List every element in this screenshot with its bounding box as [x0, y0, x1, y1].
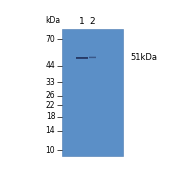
Bar	[76, 58, 88, 59]
Bar	[76, 58, 88, 59]
Text: 70: 70	[46, 35, 55, 44]
Bar	[89, 56, 96, 57]
Bar	[62, 28, 123, 156]
Bar	[76, 58, 88, 59]
Text: 44: 44	[46, 61, 55, 70]
Bar	[89, 58, 96, 59]
Text: kDa: kDa	[46, 16, 61, 25]
Bar	[76, 57, 88, 58]
Bar	[76, 58, 88, 59]
Text: 10: 10	[46, 146, 55, 155]
Text: 1: 1	[79, 17, 85, 26]
Text: 26: 26	[46, 91, 55, 100]
Text: 51kDa: 51kDa	[130, 53, 157, 62]
Text: 18: 18	[46, 112, 55, 121]
Bar	[76, 58, 88, 59]
Bar	[89, 57, 96, 58]
Text: 33: 33	[46, 78, 55, 87]
Bar	[76, 58, 88, 59]
Bar	[76, 58, 88, 59]
Text: 22: 22	[46, 101, 55, 110]
Text: 14: 14	[46, 126, 55, 135]
Text: 2: 2	[90, 17, 95, 26]
Bar	[76, 57, 88, 58]
Bar	[89, 56, 96, 57]
Bar	[89, 57, 96, 58]
